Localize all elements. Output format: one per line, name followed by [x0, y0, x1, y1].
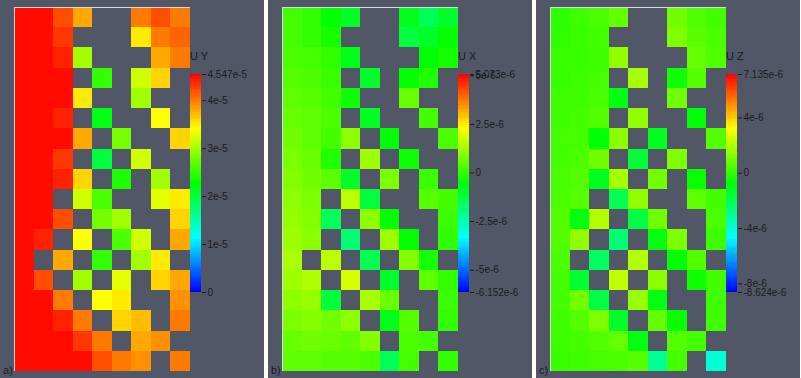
svg-text:5e-6: 5e-6	[476, 70, 496, 81]
svg-text:-8e-6: -8e-6	[743, 278, 767, 290]
html-text:c): c)	[539, 364, 549, 376]
svg-text:-5e-6: -5e-6	[476, 264, 500, 275]
svg-text:1e-5: 1e-5	[208, 239, 228, 250]
svg-text:0: 0	[744, 167, 750, 178]
svg-text:7.135e-6: 7.135e-6	[744, 69, 784, 80]
svg-text:-2.5e-6: -2.5e-6	[476, 216, 508, 227]
svg-text:4e-5: 4e-5	[208, 95, 228, 106]
html-text:U Z: U Z	[726, 50, 744, 62]
svg-text:0: 0	[208, 287, 214, 298]
svg-text:3e-5: 3e-5	[208, 143, 228, 154]
html-text:U Y: U Y	[190, 50, 209, 62]
svg-text:-6.152e-6: -6.152e-6	[476, 287, 519, 298]
svg-text:4.547e-5: 4.547e-5	[208, 69, 248, 80]
html-text:a): a)	[3, 364, 13, 376]
svg-text:-8.624e-6: -8.624e-6	[744, 287, 787, 298]
html-text:U X: U X	[458, 50, 477, 62]
svg-text:4e-6: 4e-6	[744, 112, 764, 123]
svg-text:0: 0	[476, 167, 482, 178]
svg-text:-4e-6: -4e-6	[744, 223, 768, 234]
html-text:b): b)	[271, 364, 281, 376]
svg-text:2e-5: 2e-5	[208, 191, 228, 202]
svg-text:2.5e-6: 2.5e-6	[476, 119, 505, 130]
